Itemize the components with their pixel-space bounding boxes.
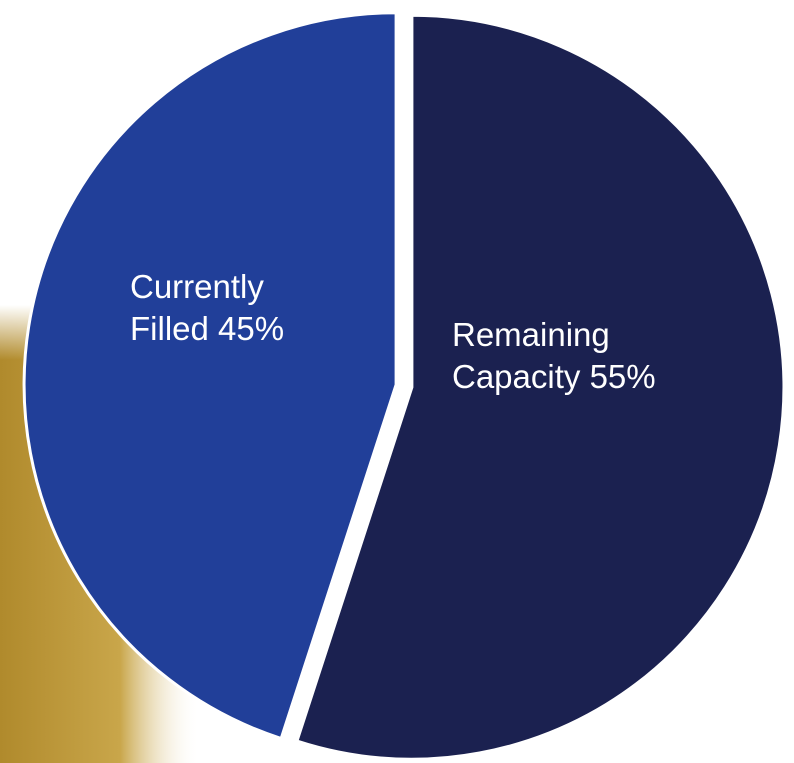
slice-label: Remaining Capacity 55% <box>452 314 702 398</box>
pie <box>22 11 786 761</box>
value-label: 45% <box>218 310 285 347</box>
pie-slice <box>295 13 786 761</box>
category-label: Remaining Capacity <box>452 316 610 395</box>
pie-slice <box>22 11 398 741</box>
slice-label: Currently Filled 45% <box>130 266 320 350</box>
category-label: Currently Filled <box>130 268 264 347</box>
value-label: 55% <box>589 358 656 395</box>
